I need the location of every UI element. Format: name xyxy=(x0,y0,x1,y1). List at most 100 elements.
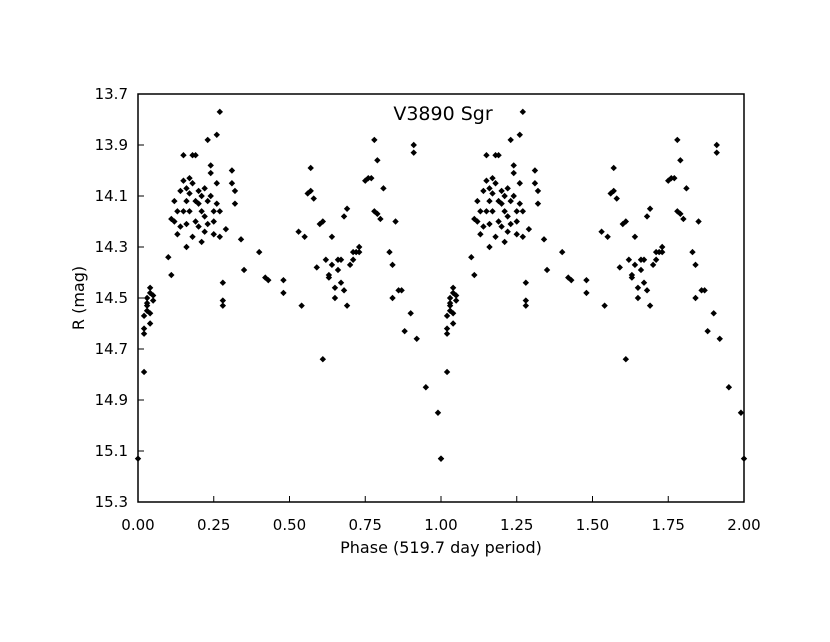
data-point-marker xyxy=(331,284,339,291)
data-point-marker xyxy=(725,384,733,391)
data-point-marker xyxy=(401,327,408,335)
data-point-marker xyxy=(507,197,514,205)
data-point-marker xyxy=(443,330,451,337)
data-point-marker xyxy=(368,174,375,182)
data-point-marker xyxy=(531,167,539,174)
x-tick-label: 0.75 xyxy=(349,516,382,534)
data-point-marker xyxy=(583,289,590,297)
data-point-marker xyxy=(307,164,314,172)
data-point-marker xyxy=(231,187,239,195)
data-point-marker xyxy=(634,284,642,291)
data-point-marker xyxy=(507,220,514,228)
data-point-marker xyxy=(477,208,484,215)
data-point-marker xyxy=(210,208,217,215)
data-point-marker xyxy=(437,455,445,462)
data-point-marker xyxy=(646,302,654,309)
data-point-marker xyxy=(219,279,227,286)
data-point-marker xyxy=(583,276,590,284)
data-point-marker xyxy=(677,210,684,218)
data-point-marker xyxy=(692,294,699,302)
data-point-marker xyxy=(374,210,381,218)
data-point-marker xyxy=(610,187,617,195)
data-point-marker xyxy=(710,310,717,317)
y-axis: 13.7 13.9 14.1 14.3 14.5 14.7 14.9 15.1 15.3 xyxy=(95,85,144,511)
data-point-marker xyxy=(516,180,523,187)
data-point-marker xyxy=(374,157,381,164)
data-point-marker xyxy=(146,320,154,327)
data-point-marker xyxy=(434,409,442,416)
x-axis: 0.00 0.25 0.50 0.75 1.00 1.25 1.50 1.75 2.00 xyxy=(121,496,761,534)
data-point-marker xyxy=(628,271,636,279)
data-point-marker xyxy=(189,233,196,240)
data-point-marker xyxy=(207,169,214,177)
data-point-marker xyxy=(177,187,184,195)
data-point-marker xyxy=(492,180,499,187)
data-point-marker xyxy=(177,223,184,230)
y-axis-title: R (mag) xyxy=(69,266,88,330)
data-point-marker xyxy=(180,152,187,159)
data-point-marker xyxy=(149,292,157,299)
data-point-marker xyxy=(631,261,639,269)
data-point-marker xyxy=(180,177,187,184)
data-point-marker xyxy=(228,180,236,187)
data-point-marker xyxy=(446,302,454,309)
data-point-marker xyxy=(519,108,527,116)
data-point-marker xyxy=(386,248,393,256)
data-point-marker xyxy=(140,368,148,376)
data-point-marker xyxy=(701,287,708,294)
data-point-marker xyxy=(486,243,493,251)
data-point-marker xyxy=(322,256,330,263)
data-point-marker xyxy=(486,185,493,192)
data-point-marker xyxy=(377,215,384,223)
data-point-marker xyxy=(337,256,345,263)
data-point-marker xyxy=(649,261,657,269)
data-point-marker xyxy=(265,276,272,284)
data-point-marker xyxy=(228,167,236,174)
data-point-marker xyxy=(504,213,511,220)
data-point-marker xyxy=(658,248,666,256)
data-point-marker xyxy=(198,192,205,200)
data-point-marker xyxy=(201,228,208,235)
data-point-marker xyxy=(198,238,205,246)
data-point-marker xyxy=(198,208,205,215)
data-point-marker xyxy=(513,231,520,238)
data-point-marker xyxy=(483,177,490,184)
data-point-marker xyxy=(522,302,530,309)
data-point-marker xyxy=(713,141,720,149)
data-point-marker xyxy=(531,180,539,187)
data-point-marker xyxy=(143,302,151,309)
data-point-marker xyxy=(519,208,527,215)
data-point-marker xyxy=(483,152,490,159)
data-point-marker xyxy=(192,218,199,225)
data-point-marker xyxy=(619,220,626,228)
data-point-marker xyxy=(216,208,224,215)
data-point-marker xyxy=(143,294,151,302)
data-point-marker xyxy=(237,236,245,243)
data-point-marker xyxy=(452,297,460,304)
data-point-marker xyxy=(201,213,208,220)
x-tick-label: 1.50 xyxy=(576,516,609,534)
data-point-marker xyxy=(534,187,542,195)
data-point-marker xyxy=(643,287,651,294)
data-point-marker xyxy=(171,218,178,225)
x-tick-label: 0.25 xyxy=(197,516,230,534)
y-tick-label: 15.1 xyxy=(95,442,128,460)
data-point-marker xyxy=(740,455,748,462)
data-point-marker xyxy=(516,131,523,138)
data-point-marker xyxy=(195,187,202,195)
data-point-marker xyxy=(216,233,224,240)
data-point-marker xyxy=(319,356,327,363)
data-point-marker xyxy=(489,190,496,197)
data-point-marker xyxy=(337,279,345,286)
data-point-marker xyxy=(692,261,699,269)
data-point-marker xyxy=(625,256,633,263)
data-point-marker xyxy=(183,197,190,205)
data-point-marker xyxy=(146,284,154,291)
data-point-marker xyxy=(674,136,681,144)
data-point-marker xyxy=(646,205,654,212)
data-point-marker xyxy=(183,220,190,228)
data-point-marker xyxy=(149,297,157,304)
data-point-marker xyxy=(498,187,505,195)
data-point-marker xyxy=(652,256,660,263)
